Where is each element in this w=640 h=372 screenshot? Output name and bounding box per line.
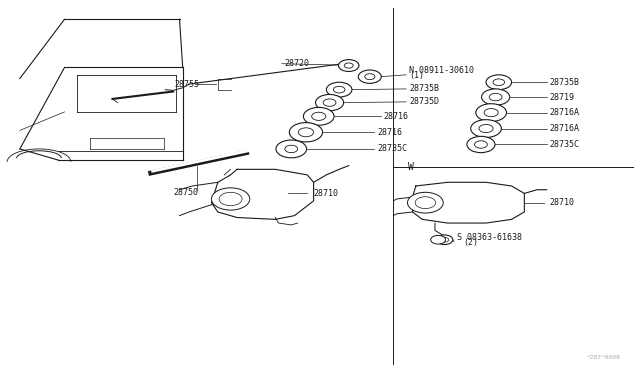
Text: 28735C: 28735C xyxy=(550,140,580,149)
Circle shape xyxy=(219,192,242,206)
Circle shape xyxy=(474,141,487,148)
Circle shape xyxy=(476,104,506,122)
Text: 28716A: 28716A xyxy=(550,108,580,117)
Circle shape xyxy=(470,120,501,137)
Circle shape xyxy=(289,123,323,142)
Text: 28710: 28710 xyxy=(550,198,575,207)
Circle shape xyxy=(326,82,352,97)
Text: ^287^0009: ^287^0009 xyxy=(586,355,620,360)
Text: 28735B: 28735B xyxy=(550,78,580,87)
Text: 28719: 28719 xyxy=(550,93,575,102)
Circle shape xyxy=(285,145,298,153)
Text: S 08363-61638: S 08363-61638 xyxy=(458,232,522,242)
Circle shape xyxy=(303,108,334,125)
Circle shape xyxy=(211,188,250,210)
Circle shape xyxy=(333,86,345,93)
Text: (2): (2) xyxy=(464,238,479,247)
Text: 28716A: 28716A xyxy=(550,124,580,133)
Circle shape xyxy=(298,128,314,137)
Circle shape xyxy=(436,235,453,244)
Text: (1): (1) xyxy=(410,71,424,80)
Circle shape xyxy=(467,137,495,153)
Circle shape xyxy=(431,235,445,244)
Circle shape xyxy=(493,79,504,86)
Text: 28716: 28716 xyxy=(384,112,409,121)
Text: 28720: 28720 xyxy=(285,59,310,68)
Circle shape xyxy=(339,60,359,71)
Text: 28710: 28710 xyxy=(314,189,339,198)
Circle shape xyxy=(481,89,509,105)
Circle shape xyxy=(316,94,344,111)
Text: 28755: 28755 xyxy=(174,80,200,89)
Circle shape xyxy=(479,125,493,133)
Text: 28716: 28716 xyxy=(378,128,403,137)
Text: 28750: 28750 xyxy=(173,188,198,197)
Text: W: W xyxy=(408,163,414,173)
Circle shape xyxy=(312,112,326,121)
Circle shape xyxy=(323,99,336,106)
Circle shape xyxy=(484,109,498,117)
Text: 28735C: 28735C xyxy=(378,144,408,153)
Text: N 08911-30610: N 08911-30610 xyxy=(410,66,474,75)
Text: 28735D: 28735D xyxy=(410,97,440,106)
Circle shape xyxy=(344,63,353,68)
Circle shape xyxy=(440,237,449,242)
Text: 28735B: 28735B xyxy=(410,84,440,93)
Circle shape xyxy=(365,74,375,80)
Circle shape xyxy=(489,93,502,101)
Circle shape xyxy=(486,75,511,90)
Circle shape xyxy=(415,197,436,209)
Circle shape xyxy=(358,70,381,83)
Circle shape xyxy=(408,192,444,213)
Circle shape xyxy=(276,140,307,158)
